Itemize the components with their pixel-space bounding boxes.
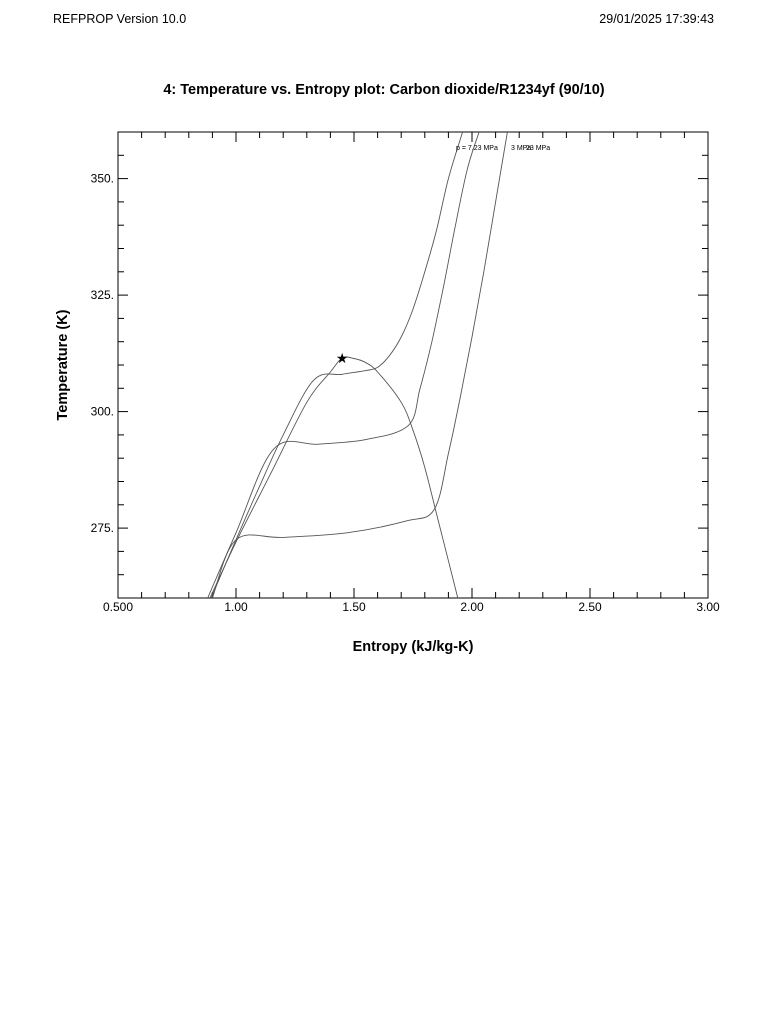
y-tick-label: 325.: [91, 288, 114, 302]
y-tick-label: 275.: [91, 521, 114, 535]
series-line-1: [210, 132, 464, 598]
curve-label-2: 3 MPa: [511, 145, 531, 152]
curve-label-1: p = 7.23 MPa: [456, 145, 498, 152]
y-axis-title: Temperature (K): [55, 309, 71, 420]
series-line-2: [207, 132, 480, 598]
plot-curves: [207, 132, 508, 598]
critical-point-marker: ★: [336, 350, 349, 366]
x-axis-title: Entropy (kJ/kg-K): [353, 639, 474, 655]
axis-ticks: [117, 131, 709, 599]
plot-frame: [117, 131, 709, 599]
y-tick-label: 300.: [91, 405, 114, 419]
series-line-3: [211, 132, 508, 598]
series-line-0: [209, 356, 459, 598]
x-tick-label: 2.50: [578, 600, 602, 614]
app-title: REFPROP Version 10.0: [53, 12, 187, 26]
x-tick-label: 0.500: [103, 600, 133, 614]
chart-title: 4: Temperature vs. Entropy plot: Carbon …: [163, 82, 605, 98]
x-tick-label: 1.50: [342, 600, 366, 614]
timestamp: 29/01/2025 17:39:43: [599, 12, 714, 26]
x-tick-label: 1.00: [224, 600, 248, 614]
axis-tick-labels: 0.500 1.00 1.50 2.00 2.50 3.00 275. 300. 325. 350…: [91, 172, 720, 614]
x-tick-label: 2.00: [460, 600, 484, 614]
y-tick-label: 350.: [91, 172, 114, 186]
x-tick-label: 3.00: [696, 600, 720, 614]
curve-label-3: 23 MPa: [526, 145, 550, 152]
